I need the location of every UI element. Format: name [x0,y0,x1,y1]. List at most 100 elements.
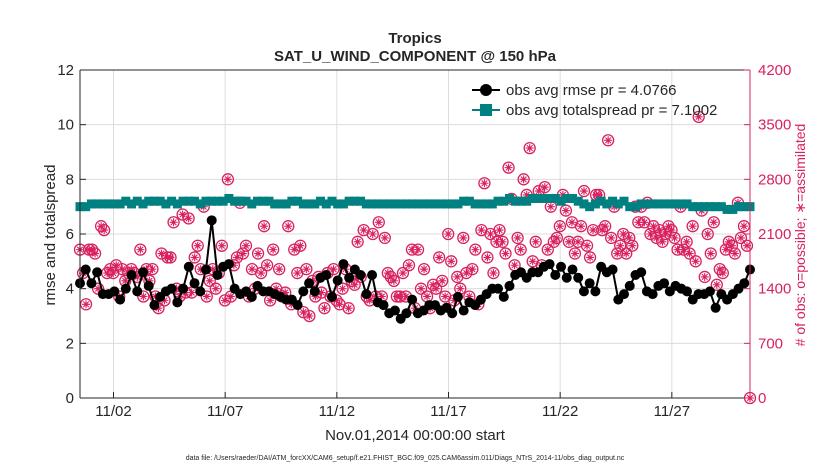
obs-possible-marker [191,239,204,252]
rmse-marker [166,283,177,294]
obs-assimilated-marker [540,183,549,192]
obs-assimilated-marker [730,249,739,258]
spread-marker [350,196,360,206]
obs-possible-marker [577,184,591,198]
rmse-marker [126,270,137,280]
rmse-marker [550,270,561,280]
spread-marker [298,199,308,209]
obs-assimilated-marker [504,163,513,172]
spread-marker [361,199,371,209]
obs-assimilated-marker [447,257,456,266]
spread-marker [716,202,726,212]
rmse-marker [458,305,469,316]
obs-possible-marker [384,270,398,284]
spread-marker [407,199,417,209]
spread-marker [258,196,268,206]
obs-assimilated-marker [205,276,214,285]
rmse-marker [498,291,509,302]
obs-possible-marker [710,278,723,291]
spread-marker [527,193,537,203]
spread-marker [138,199,148,209]
obs-assimilated-marker [91,249,100,258]
obs-assimilated-marker [302,265,311,274]
rmse-marker [584,278,595,289]
obs-assimilated-marker [238,249,247,258]
obs-possible-marker [689,255,702,268]
obs-assimilated-marker [229,261,238,270]
rmse-marker [304,278,315,289]
obs-assimilated-marker [736,233,745,242]
y-tick-label: 4 [66,281,74,298]
plot-area: 0 2 4 6 8 10 12 0 700 1400 2100 2800 3500 4200 11/02 11… [57,62,791,420]
y2-tick-label: 2100 [758,226,791,243]
obs-assimilated-marker [465,292,474,301]
obs-possible-marker [517,173,530,186]
obs-assimilated-marker [423,292,432,301]
obs-assimilated-marker [389,276,398,285]
obs-assimilated-marker [564,237,573,246]
spread-marker [550,193,560,203]
obs-possible-marker [303,309,316,323]
spread-marker [705,202,715,212]
rmse-marker [367,270,378,280]
spread-marker [722,204,732,214]
obs-possible-marker [411,243,425,256]
spread-marker [630,202,640,212]
obs-possible-marker [327,262,340,276]
y-tick-label: 12 [57,62,74,79]
obs-possible-marker [267,243,280,256]
obs-assimilated-marker [94,284,103,293]
obs-assimilated-marker [531,237,540,246]
obs-assimilated-marker [655,226,664,235]
obs-assimilated-marker [232,253,241,262]
obs-assimilated-marker [583,241,592,250]
obs-assimilated-marker [438,276,447,285]
obs-assimilated-marker [145,276,154,285]
spread-marker [625,202,635,212]
rmse-marker [452,291,463,302]
spread-marker [287,196,297,206]
spread-marker [464,196,474,206]
obs-possible-marker [88,247,102,260]
obs-assimilated-marker [417,284,426,293]
obs-assimilated-marker [513,233,522,242]
spread-marker [659,199,669,209]
obs-assimilated-marker [495,226,504,235]
spread-marker [539,193,549,203]
obs-assimilated-marker [148,265,157,274]
rmse-marker [567,264,578,275]
spread-marker [190,196,200,206]
spread-marker [167,196,177,206]
rmse-marker [573,272,584,283]
spread-marker [470,199,480,209]
spread-marker [499,196,509,206]
obs-assimilated-marker [266,296,275,305]
spread-marker [184,196,194,206]
obs-assimilated-marker [453,272,462,281]
obs-assimilated-marker [432,284,441,293]
spread-marker [379,199,389,209]
obs-assimilated-marker [712,280,721,289]
rmse-marker [195,286,206,297]
obs-assimilated-marker [329,265,338,274]
obs-assimilated-marker [257,269,266,278]
spread-marker [327,196,337,206]
spread-marker [734,202,744,212]
rmse-marker [344,272,355,283]
obs-assimilated-marker [299,308,308,317]
obs-assimilated-marker [353,237,362,246]
rmse-marker [246,291,257,302]
rmse-marker [321,270,332,280]
spread-marker [556,196,566,206]
spread-marker [104,199,114,209]
obs-assimilated-marker [100,226,109,235]
obs-possible-marker [716,266,729,280]
spread-marker [310,199,320,209]
obs-possible-marker [740,239,754,252]
obs-assimilated-marker [459,233,468,242]
spread-marker [92,199,102,209]
legend-spread-label: obs avg totalspread pr = 7.1002 [506,102,717,119]
obs-possible-marker [469,243,482,256]
obs-assimilated-marker [121,276,130,285]
obs-assimilated-marker [190,253,199,262]
